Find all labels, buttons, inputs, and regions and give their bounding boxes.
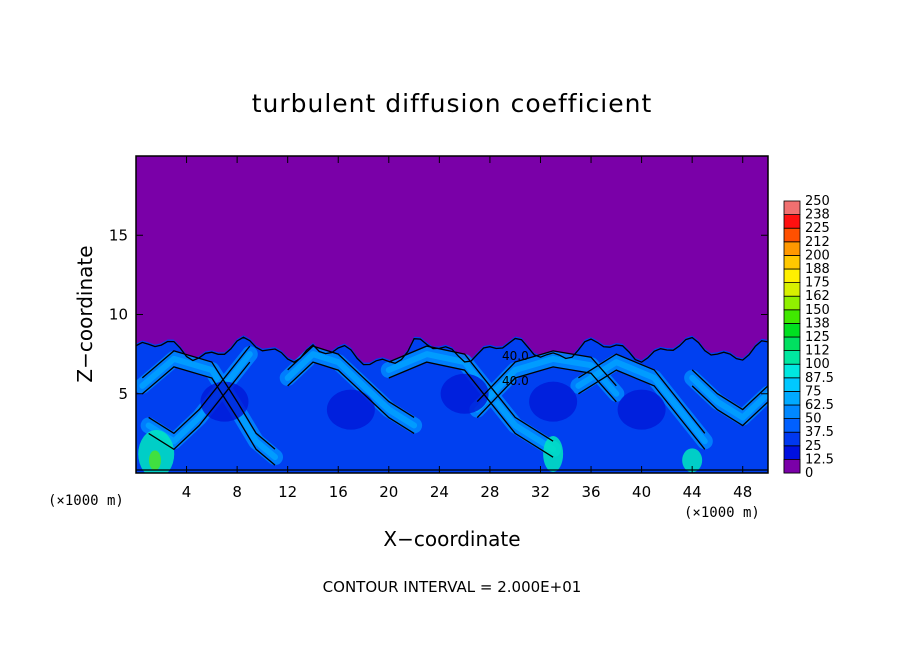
colorbar-label: 112 [805,344,830,359]
x-tick-label: 48 [733,483,752,501]
contour-line [141,366,276,466]
colorbar-swatch [783,309,801,324]
colorbar-label: 250 [805,194,830,209]
colorbar-swatch [783,282,801,297]
colorbar-label: 162 [805,289,830,304]
colorbar-label: 225 [805,221,830,236]
eddy-center [617,389,666,430]
colorbar-label: 75 [805,384,822,399]
high-value-patch [148,450,161,471]
x-tick-label: 40 [632,483,651,501]
x-unit-label-right: (×1000 m) [684,505,760,521]
y-tick-label: 10 [109,306,128,324]
colorbar-swatch [783,268,801,284]
eddy-center [200,381,249,422]
eddy-center [440,373,489,414]
turbulent-layer [136,335,768,473]
colorbar-label: 62.5 [805,398,834,413]
x-axis-label: X−coordinate [383,527,520,551]
colorbar-label: 175 [805,276,830,291]
plot-area [136,156,768,473]
colorbar: 012.52537.55062.57587.510011212513815016… [783,194,834,481]
contour-line [148,345,251,435]
colorbar-swatch [783,404,801,420]
colorbar-swatch [783,241,801,256]
colorbar-swatch [783,445,801,460]
contour-line [388,361,554,458]
eddy-core [689,374,768,421]
colorbar-swatch [783,200,801,216]
x-axis: 4 8 12 16 20 24 28 32 36 40 44 48 [182,156,752,501]
x-tick-label: 44 [683,483,702,501]
contour-interval-note: CONTOUR INTERVAL = 2.000E+01 [323,578,582,596]
x-tick-label: 20 [379,483,398,501]
contour-lines [136,336,768,471]
y-tick-label: 5 [118,385,128,403]
x-tick-label: 36 [581,483,600,501]
colorbar-swatch [783,418,801,433]
y-tick-label: 15 [109,226,128,244]
colorbar-label: 12.5 [805,452,834,467]
contour-line [388,345,554,442]
colorbar-label: 87.5 [805,371,834,386]
colorbar-swatch [783,227,801,243]
contour-line [578,353,706,434]
x-tick-label: 32 [531,483,550,501]
x-tick-label: 4 [182,483,192,501]
contour-line [476,366,617,419]
contour-line [578,369,706,450]
x-tick-label: 28 [480,483,499,501]
contour-line [287,345,415,418]
colorbar-label: 212 [805,235,830,250]
contour-line [141,350,276,450]
colorbar-label: 238 [805,208,830,223]
high-value-patch [543,435,564,472]
colorbar-swatch [783,254,801,270]
colorbar-swatch [783,363,801,379]
colorbar-label: 125 [805,330,830,345]
x-unit-label-left: (×1000 m) [48,493,124,509]
colorbar-swatch [783,336,801,352]
colorbar-label: 25 [805,439,822,454]
colorbar-label: 150 [805,303,830,318]
eddy-center [529,381,578,422]
colorbar-swatch [783,377,801,392]
colorbar-label: 100 [805,357,830,372]
contour-label: 40.0 [502,349,529,363]
contour-label: 40.0 [502,374,529,388]
x-tick-label: 12 [278,483,297,501]
colorbar-label: 188 [805,262,830,277]
contour-line [287,361,415,434]
y-axis-label: Z−coordinate [73,245,97,382]
contour-line [136,336,768,366]
colorbar-swatch [783,322,801,338]
colorbar-label: 200 [805,248,830,263]
colorbar-swatch [783,390,801,406]
colorbar-swatch [783,295,801,311]
colorbar-label: 37.5 [805,425,834,440]
colorbar-label: 50 [805,412,822,427]
colorbar-swatch [783,214,801,229]
colorbar-label: 0 [805,466,813,481]
x-tick-label: 8 [232,483,242,501]
contour-line [148,361,251,451]
x-tick-label: 24 [430,483,449,501]
high-value-patch [682,448,703,473]
x-tick-label: 16 [329,483,348,501]
colorbar-swatch [783,350,801,365]
colorbar-swatch [783,431,801,447]
contour-line [691,369,768,411]
colorbar-label: 138 [805,316,830,331]
eddy-core [284,351,418,429]
chart-title: turbulent diffusion coefficient [252,89,653,118]
contour-line [476,350,617,403]
eddy-core [575,359,708,445]
eddy-center [326,389,375,430]
y-axis: 5 10 15 [109,226,768,403]
colorbar-swatch [783,458,801,474]
contour-line [691,385,768,427]
